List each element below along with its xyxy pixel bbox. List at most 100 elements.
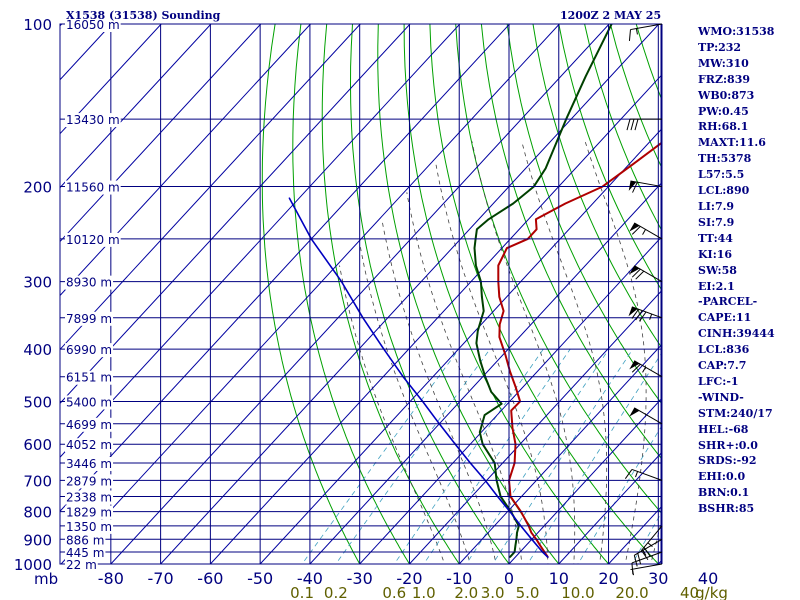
dewpoint-profile-point xyxy=(484,414,486,416)
wind-barb-pennant xyxy=(628,306,638,317)
height-label: 8930 m xyxy=(66,276,112,290)
dewpoint-profile-point xyxy=(479,360,481,362)
temperature-profile-point xyxy=(539,545,541,547)
moist-adiabat xyxy=(359,243,471,564)
temperature-tick-label: -70 xyxy=(148,569,174,588)
isotherm xyxy=(558,452,661,564)
moist-adiabat xyxy=(381,219,497,564)
height-label: 4052 m xyxy=(66,438,112,452)
height-label: 4699 m xyxy=(66,418,112,432)
height-label: 5400 m xyxy=(66,395,112,409)
dry-adiabat xyxy=(429,24,659,564)
dry-adiabat xyxy=(791,24,800,575)
temperature-profile-point xyxy=(509,370,511,373)
temperature-profile-point xyxy=(498,296,500,298)
height-label: 1350 m xyxy=(66,520,112,534)
height-label: 6990 m xyxy=(66,343,112,357)
wind-barb-flag xyxy=(630,118,635,131)
height-label-bg xyxy=(65,533,106,548)
plot-frame xyxy=(59,23,662,565)
wind-barb-flag xyxy=(634,118,639,131)
dewpoint-profile-point xyxy=(476,228,478,230)
wind-barb-staff xyxy=(630,563,663,571)
isotherm xyxy=(60,24,311,297)
wind-barb xyxy=(626,118,662,131)
temperature-profile-point xyxy=(515,386,517,388)
temperature-profile-point xyxy=(499,323,501,325)
index-item: -PARCEL- xyxy=(698,295,758,309)
wind-barb-flag xyxy=(628,29,631,41)
index-item: LI:7.9 xyxy=(698,199,735,213)
temperature-profile-point xyxy=(535,218,537,220)
index-item: WB0:873 xyxy=(698,88,755,102)
temperature-tick-label: -80 xyxy=(98,569,124,588)
mixing-ratio-line xyxy=(527,353,661,564)
pressure-axis-unit: mb xyxy=(34,570,58,588)
isotherm xyxy=(60,24,212,189)
chart-title: X1538 (31538) Sounding xyxy=(66,9,221,22)
index-item: STM:240/17 xyxy=(698,406,773,420)
wind-barb-flag xyxy=(631,562,634,575)
dewpoint-profile-point xyxy=(475,342,477,344)
height-label-bg xyxy=(65,417,114,432)
wind-barb-pennant xyxy=(629,222,640,232)
index-item: TT:44 xyxy=(698,231,733,245)
index-item: SRDS:-92 xyxy=(698,454,757,468)
mixing-ratio-label: 5.0 xyxy=(516,584,540,600)
wind-barb-flag xyxy=(631,268,641,278)
dewpoint-profile-point xyxy=(516,532,518,534)
temperature-tick-label: -40 xyxy=(297,569,323,588)
dry-adiabat xyxy=(403,24,610,564)
stability-indices-panel: WMO:31538 TP:232 MW:310 FRZ:839 WB0:873 PW:0.… xyxy=(698,24,775,517)
mixing-ratio-label: 40 xyxy=(680,584,699,600)
wind-barb xyxy=(624,468,663,481)
dewpoint-profile-point xyxy=(501,403,503,405)
index-item: -WIND- xyxy=(698,390,744,404)
index-item: EHI:0.0 xyxy=(698,470,746,484)
wind-barb-half xyxy=(647,542,653,547)
height-label-bg xyxy=(65,180,121,195)
dry-adiabat xyxy=(506,24,661,404)
dewpoint-profile-point xyxy=(488,218,490,220)
dewpoint-profile-point xyxy=(473,247,476,249)
index-item: CAPE:11 xyxy=(698,311,752,325)
temperature-tick-label: 40 xyxy=(698,569,718,588)
dewpoint-profile-point xyxy=(477,330,479,332)
wind-barb-flag xyxy=(632,182,638,193)
temperature-profile-point xyxy=(530,532,533,534)
mixing-ratio-line xyxy=(423,348,571,564)
height-label: 7899 m xyxy=(66,312,112,326)
temperature-profile-point xyxy=(503,310,505,312)
index-item: HEL:-68 xyxy=(698,422,749,436)
wind-barb-half xyxy=(635,28,638,35)
index-item: RH:68.1 xyxy=(698,120,749,134)
moist-adiabat xyxy=(521,141,608,564)
pressure-tick-label: 600 xyxy=(23,436,52,454)
temperature-tick-label: 20 xyxy=(598,569,618,588)
mixing-ratio-line xyxy=(492,348,634,564)
wind-barb xyxy=(628,23,663,41)
dry-adiabat xyxy=(455,24,661,514)
pressure-tick-label: 200 xyxy=(23,179,52,197)
dewpoint-profile-point xyxy=(490,391,492,393)
wind-barb-staff xyxy=(634,222,663,240)
temperature-profile-point xyxy=(511,427,514,429)
wind-barb-staff xyxy=(631,468,663,481)
height-label-bg xyxy=(65,343,114,358)
height-label-bg xyxy=(65,474,114,489)
mixing-ratio-line xyxy=(301,348,460,564)
wind-barb-staff xyxy=(630,23,663,31)
height-label-bg xyxy=(65,456,114,471)
mixing-ratio-label: 20.0 xyxy=(615,584,648,600)
mixing-ratio-line xyxy=(335,348,491,564)
index-item: SW:58 xyxy=(698,263,737,277)
height-label: 16050 m xyxy=(66,18,120,32)
mixing-ratio-label: 0.1 xyxy=(290,584,314,600)
parcel-path-point xyxy=(288,197,290,199)
dry-adiabat xyxy=(321,24,460,564)
temperature-tick-label: -20 xyxy=(396,569,422,588)
wind-barb-flag xyxy=(631,363,641,373)
temperature-profile-point xyxy=(498,336,500,338)
wind-barb-flag xyxy=(641,550,649,561)
temperature-profile-point xyxy=(635,161,637,163)
